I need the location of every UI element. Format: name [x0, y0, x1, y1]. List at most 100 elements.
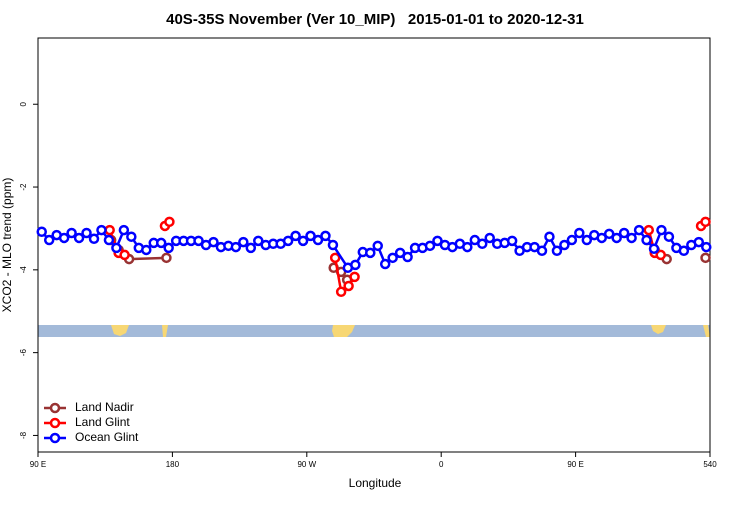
point: [700, 216, 711, 228]
point: [103, 234, 115, 246]
x-tick-label: 90 E: [567, 460, 583, 469]
point: [656, 224, 667, 236]
point: [379, 258, 391, 270]
point: [402, 251, 413, 263]
x-tick-label: 90 W: [297, 460, 316, 469]
point: [349, 271, 360, 283]
x-tick-label: 180: [166, 460, 180, 469]
x-tick-label: 90 E: [30, 460, 46, 469]
point: [208, 236, 219, 248]
point: [282, 235, 294, 247]
point: [238, 236, 249, 248]
land: [162, 325, 168, 337]
point: [343, 280, 354, 292]
point: [111, 242, 122, 254]
point: [394, 247, 406, 259]
point: [81, 227, 92, 239]
land: [332, 325, 355, 337]
y-axis-label: XCO2 - MLO trend (ppm): [0, 178, 14, 313]
legend-label: Ocean Glint: [75, 430, 139, 444]
point: [329, 252, 341, 264]
y-tick-label: 0: [19, 101, 28, 106]
y-tick-label: -8: [19, 431, 28, 439]
point: [648, 243, 660, 254]
y-tick-label: -6: [19, 349, 28, 357]
point: [432, 235, 443, 247]
point: [43, 234, 55, 246]
x-axis-label: Longitude: [349, 476, 402, 490]
point: [161, 252, 172, 264]
point: [551, 245, 563, 257]
point: [484, 232, 495, 244]
point: [387, 252, 398, 264]
point: [253, 235, 264, 247]
point: [66, 227, 77, 239]
point: [678, 245, 690, 257]
point: [155, 237, 167, 249]
point: [611, 232, 622, 244]
y-tick-label: -4: [19, 266, 28, 274]
point: [119, 249, 130, 261]
chart-title: 40S-35S November (Ver 10_MIP) 2015-01-01…: [166, 11, 584, 28]
point: [506, 235, 518, 247]
legend-label: Land Nadir: [75, 400, 134, 414]
point: [297, 235, 309, 247]
point: [641, 234, 652, 246]
point: [574, 227, 585, 239]
point: [700, 252, 711, 264]
legend-marker: [49, 417, 61, 429]
point: [372, 240, 383, 252]
point: [701, 241, 712, 253]
point: [693, 236, 705, 248]
point: [618, 227, 630, 239]
legend-label: Land Glint: [75, 415, 130, 429]
point: [477, 238, 488, 250]
point: [596, 232, 607, 244]
point: [643, 224, 655, 236]
point: [462, 241, 473, 253]
point: [126, 231, 137, 242]
x-tick-label: 540: [703, 460, 717, 469]
point: [536, 245, 548, 257]
ocean-strip: [38, 325, 710, 337]
point: [544, 231, 555, 242]
point: [335, 286, 347, 298]
point: [118, 224, 130, 236]
x-tick-label: 0: [439, 460, 444, 469]
map-strip: [38, 325, 710, 337]
point: [559, 239, 570, 251]
point: [581, 234, 593, 246]
point: [312, 234, 324, 246]
land: [651, 325, 666, 334]
land: [703, 325, 710, 337]
point: [36, 226, 47, 238]
point: [424, 240, 436, 252]
point: [73, 232, 85, 244]
point: [88, 233, 100, 245]
point: [245, 242, 257, 254]
point: [320, 230, 331, 242]
point: [633, 224, 645, 236]
point: [327, 239, 339, 251]
point: [626, 232, 637, 244]
point: [350, 259, 361, 271]
point: [603, 228, 615, 240]
point: [164, 216, 175, 228]
point: [663, 231, 675, 242]
legend-marker: [49, 402, 61, 414]
point: [290, 230, 301, 242]
point: [141, 244, 152, 256]
point: [193, 235, 204, 247]
point: [96, 224, 107, 236]
y-tick-label: -2: [19, 183, 28, 191]
point: [163, 242, 174, 254]
point: [230, 241, 242, 253]
point: [655, 249, 666, 261]
point: [305, 230, 316, 242]
land: [111, 325, 129, 336]
point: [365, 247, 376, 259]
point: [58, 232, 70, 244]
point: [104, 224, 115, 236]
point: [566, 234, 578, 246]
